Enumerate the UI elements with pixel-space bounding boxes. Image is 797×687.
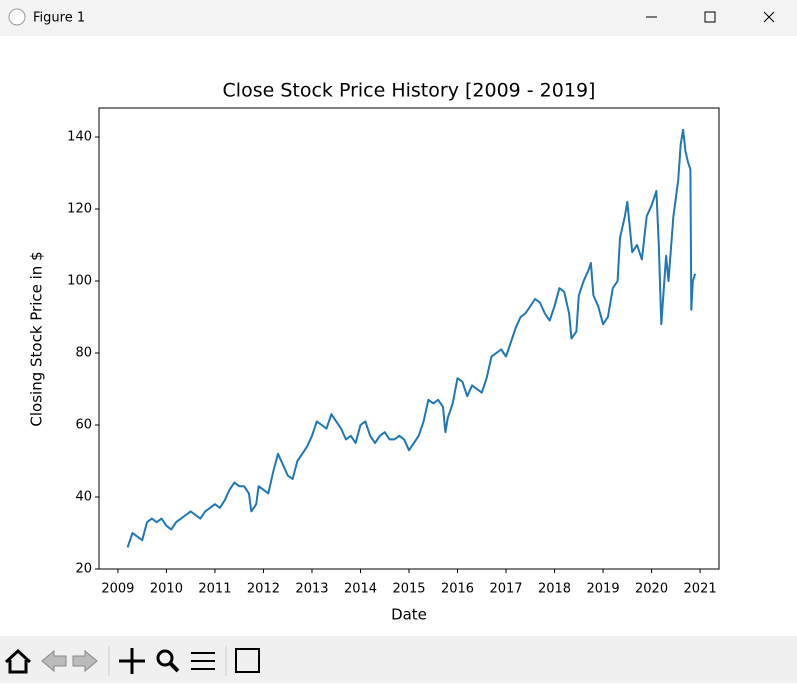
y-tick-label: 100 xyxy=(67,274,92,289)
x-tick-label: 2009 xyxy=(101,582,134,597)
close-button[interactable] xyxy=(763,11,775,23)
chart-title: Close Stock Price History [2009 - 2019] xyxy=(223,80,596,102)
pan-button[interactable] xyxy=(119,648,145,674)
y-tick-label: 140 xyxy=(67,130,92,145)
back-button[interactable] xyxy=(41,649,67,673)
x-axis-label: Date xyxy=(391,606,427,624)
plot-frame xyxy=(98,107,720,570)
x-tick-label: 2010 xyxy=(150,582,183,597)
y-tick-label: 120 xyxy=(67,202,92,217)
app-icon xyxy=(8,8,26,26)
home-button[interactable] xyxy=(4,648,32,674)
x-tick-label: 2014 xyxy=(344,582,377,597)
maximize-button[interactable] xyxy=(704,11,716,23)
x-tick-label: 2021 xyxy=(684,582,717,597)
x-tick-label: 2012 xyxy=(247,582,280,597)
x-tick-label: 2017 xyxy=(489,582,522,597)
y-tick-label: 20 xyxy=(75,562,92,577)
configure-button[interactable] xyxy=(191,652,215,670)
x-tick-label: 2015 xyxy=(392,582,425,597)
x-tick-label: 2020 xyxy=(635,582,668,597)
x-tick-label: 2013 xyxy=(295,582,328,597)
x-tick-label: 2019 xyxy=(587,582,620,597)
x-tick-label: 2016 xyxy=(441,582,474,597)
save-button[interactable] xyxy=(235,648,260,673)
y-tick-label: 80 xyxy=(75,346,92,361)
price-line xyxy=(126,128,697,548)
x-tick-label: 2011 xyxy=(198,582,231,597)
title-bar xyxy=(0,0,797,36)
forward-button[interactable] xyxy=(72,649,98,673)
x-tick-label: 2018 xyxy=(538,582,571,597)
window-title: Figure 1 xyxy=(33,11,85,26)
y-tick-label: 60 xyxy=(75,418,92,433)
y-axis-label: Closing Stock Price in $ xyxy=(28,251,46,426)
y-tick-label: 40 xyxy=(75,490,92,505)
zoom-button[interactable] xyxy=(156,649,180,673)
